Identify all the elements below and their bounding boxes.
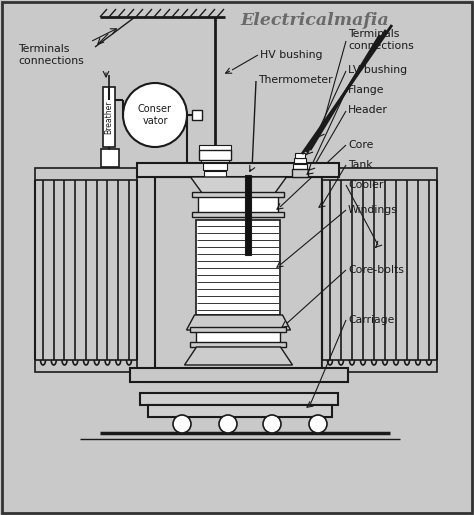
Text: HV bushing: HV bushing xyxy=(260,50,322,60)
Polygon shape xyxy=(184,347,292,365)
Bar xyxy=(295,153,305,158)
Circle shape xyxy=(309,415,327,433)
Bar xyxy=(293,164,307,170)
Text: Thermometer: Thermometer xyxy=(258,75,333,85)
Bar xyxy=(207,190,223,194)
Bar xyxy=(130,368,348,382)
Bar xyxy=(35,360,137,372)
Polygon shape xyxy=(191,177,286,195)
Bar xyxy=(206,184,224,189)
Bar xyxy=(245,175,251,255)
Bar xyxy=(101,149,119,167)
Bar xyxy=(294,158,306,163)
Text: Core-bolts: Core-bolts xyxy=(348,265,404,275)
Text: Terminals
connections: Terminals connections xyxy=(18,44,84,66)
Bar xyxy=(35,168,137,180)
Circle shape xyxy=(219,415,237,433)
Circle shape xyxy=(263,415,281,433)
Bar xyxy=(191,342,286,347)
Bar xyxy=(197,329,281,345)
Bar xyxy=(208,195,222,198)
Bar xyxy=(203,163,227,170)
Bar xyxy=(199,145,231,153)
Bar xyxy=(201,155,229,162)
Circle shape xyxy=(123,83,187,147)
Bar xyxy=(192,110,202,120)
Bar xyxy=(155,177,322,370)
Text: Electricalmafia: Electricalmafia xyxy=(240,12,389,29)
Text: Header: Header xyxy=(348,105,388,115)
Circle shape xyxy=(173,415,191,433)
Text: Flange: Flange xyxy=(348,85,384,95)
Bar xyxy=(137,163,339,177)
Bar xyxy=(103,87,115,147)
Text: Cooler: Cooler xyxy=(348,180,383,190)
Bar xyxy=(148,405,332,417)
Bar xyxy=(292,169,308,177)
Bar xyxy=(192,192,284,197)
Bar xyxy=(322,360,437,372)
Bar xyxy=(322,168,437,180)
Text: LV bushing: LV bushing xyxy=(348,65,407,75)
Bar xyxy=(199,150,231,160)
Bar xyxy=(192,212,284,217)
Bar xyxy=(205,177,225,183)
Bar xyxy=(191,327,286,332)
Bar xyxy=(204,171,226,177)
Text: Breather: Breather xyxy=(104,100,113,134)
Text: Core: Core xyxy=(348,140,374,150)
Text: Carriage: Carriage xyxy=(348,315,394,325)
Text: Conser
vator: Conser vator xyxy=(138,104,172,126)
Text: Tank: Tank xyxy=(348,160,373,170)
Bar xyxy=(140,393,338,405)
Text: Terminals
connections: Terminals connections xyxy=(348,29,414,51)
Text: Windings: Windings xyxy=(348,205,398,215)
Bar xyxy=(156,178,321,369)
Bar xyxy=(199,193,279,215)
Bar xyxy=(197,220,281,315)
Polygon shape xyxy=(186,315,291,330)
